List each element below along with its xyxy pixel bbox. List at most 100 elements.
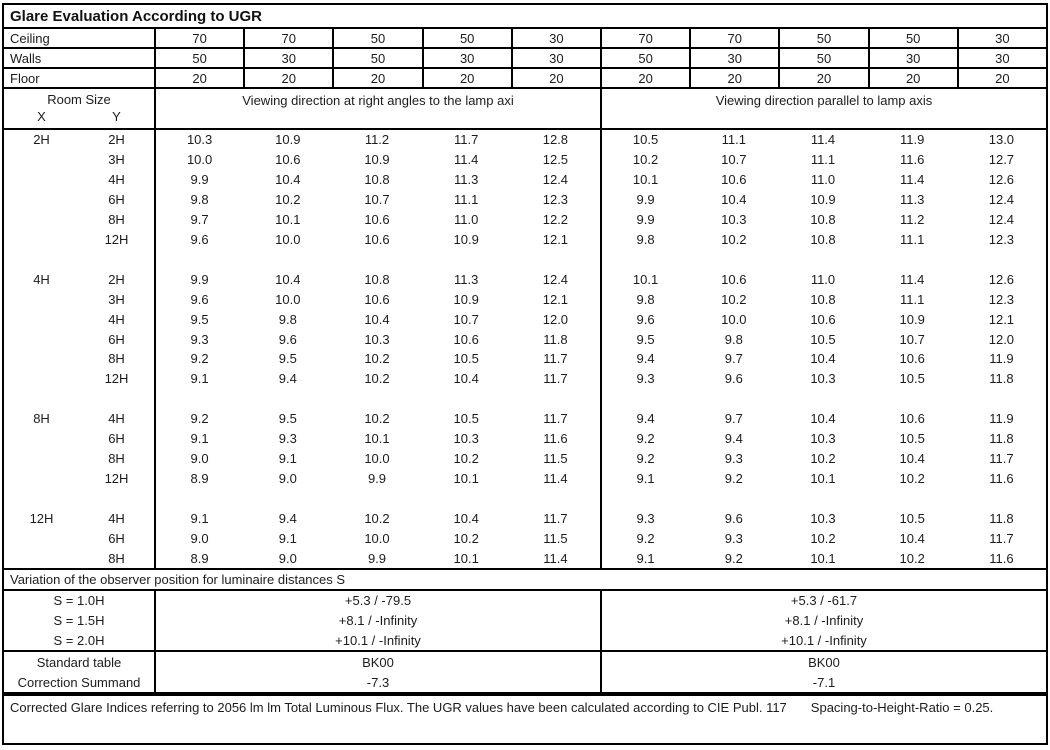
ugr-value: 10.4 <box>721 192 747 208</box>
ugr-value: 9.7 <box>724 411 743 427</box>
reflectance-value: 30 <box>956 49 1046 67</box>
ugr-value: 9.8 <box>724 331 743 347</box>
ugr-value: 10.2 <box>364 351 390 367</box>
ugr-value: 12.7 <box>988 152 1015 168</box>
ugr-value: 9.3 <box>724 530 743 546</box>
room-size-y: 2H <box>108 271 125 287</box>
ugr-values-section: 2H 2H 10.3 10.9 11.2 11.7 12.8 10.5 11.1 11.4 11.9… <box>4 130 1046 570</box>
ugr-value: 9.3 <box>278 431 297 447</box>
room-size-y: 8H <box>108 450 125 466</box>
ugr-value: 9.2 <box>154 408 243 429</box>
ugr-value: 11.7 <box>543 510 568 526</box>
x-axis-label: X <box>37 109 46 124</box>
ugr-value: 11.5 <box>543 450 568 466</box>
ugr-value: 9.1 <box>278 530 297 546</box>
room-size-x: 8H <box>33 411 50 427</box>
spacer-cell <box>154 488 600 509</box>
ugr-value: 10.7 <box>721 152 747 168</box>
ugr-value: 10.2 <box>453 450 479 466</box>
viewing-direction-parallel-header: Viewing direction parallel to lamp axis <box>600 89 1046 128</box>
room-size-y: 3H <box>108 152 125 168</box>
ugr-table-row: 6H 9.1 9.3 10.1 10.3 11.6 9.2 9.4 10.3 10.5 11.8 <box>4 428 1046 449</box>
ugr-table-row: 4H 9.5 9.8 10.4 10.7 12.0 9.6 10.0 10.6 10.9 12.1 <box>4 309 1046 330</box>
ugr-table-row: 8H 9.7 10.1 10.6 11.0 12.2 9.9 10.3 10.8 11.2 12.4 <box>4 209 1046 230</box>
ugr-value: 11.6 <box>989 470 1014 486</box>
room-size-x <box>4 289 79 309</box>
ugr-value: 10.0 <box>364 530 390 546</box>
variation-section-title: Variation of the observer position for l… <box>4 570 1046 591</box>
reflectance-value: 20 <box>689 69 778 87</box>
ugr-table-row: 3H 10.0 10.6 10.9 11.4 12.5 10.2 10.7 11.1 11.6 12… <box>4 149 1046 170</box>
reflectance-row: Walls 50 30 50 30 30 50 30 50 30 30 <box>4 49 1046 69</box>
ugr-value: 10.5 <box>453 411 479 427</box>
ugr-value: 11.1 <box>900 231 925 247</box>
ugr-value: 10.1 <box>810 550 836 566</box>
room-size-x: 12H <box>29 510 54 526</box>
ugr-value: 10.9 <box>453 231 479 247</box>
reflectance-row: Ceiling 70 70 50 50 30 70 70 50 50 30 <box>4 29 1046 49</box>
ugr-value: 11.4 <box>900 172 925 188</box>
ugr-value: 10.5 <box>810 331 836 347</box>
room-size-y: 8H <box>108 550 125 566</box>
ugr-value: 11.8 <box>543 331 568 347</box>
ugr-value: 10.2 <box>721 231 747 247</box>
observer-variation-section: S = 1.0H +5.3 / -79.5 +5.3 / -61.7 S = 1.5H… <box>4 591 1046 652</box>
reflectance-value: 20 <box>332 69 421 87</box>
ugr-table-row: 8H 4H 9.2 9.5 10.2 10.5 11.7 9.4 9.7 10.4 10.6 11.9 <box>4 408 1046 429</box>
ugr-value: 10.1 <box>364 431 390 447</box>
ugr-value: 12.4 <box>988 212 1015 228</box>
ugr-value: 9.5 <box>278 411 297 427</box>
ugr-table-row: 12H 8.9 9.0 9.9 10.1 11.4 9.1 9.2 10.1 10.2 11.6 <box>4 468 1046 489</box>
ugr-value: 12.5 <box>542 152 569 168</box>
ugr-value: 10.9 <box>275 132 301 148</box>
ugr-value: 10.2 <box>364 371 390 387</box>
ugr-value: 9.1 <box>278 450 297 466</box>
ugr-value: 10.6 <box>453 331 479 347</box>
ugr-value: 9.1 <box>154 508 243 529</box>
ugr-table-row: 12H 9.6 10.0 10.6 10.9 12.1 9.8 10.2 10.8 11.1 12.… <box>4 229 1046 250</box>
room-size-x <box>4 210 79 230</box>
room-size-x <box>4 190 79 210</box>
ugr-table-row: 8H 9.2 9.5 10.2 10.5 11.7 9.4 9.7 10.4 10.6 11.9 <box>4 348 1046 369</box>
ugr-value: 11.4 <box>543 550 568 566</box>
ugr-value: 9.7 <box>154 209 243 230</box>
reflectance-value: 50 <box>778 49 867 67</box>
distance-label: S = 1.5H <box>53 612 105 628</box>
ugr-value: 11.4 <box>810 132 836 148</box>
room-size-y: 8H <box>108 212 125 228</box>
ugr-value: 10.3 <box>364 331 390 347</box>
ugr-table-row: 8H 9.0 9.1 10.0 10.2 11.5 9.2 9.3 10.2 10.4 11.7 <box>4 448 1046 469</box>
ugr-value: 10.3 <box>810 371 836 387</box>
ugr-value: 10.8 <box>364 172 390 188</box>
room-size-y: 4H <box>108 311 125 327</box>
ugr-value: 10.4 <box>899 530 925 546</box>
ugr-value: 11.3 <box>454 172 479 188</box>
ugr-value: 10.0 <box>275 231 301 247</box>
ugr-value: 11.8 <box>989 431 1014 447</box>
footer-text-ratio: Spacing-to-Height-Ratio = 0.25. <box>810 700 994 715</box>
reflectance-value: 30 <box>510 49 600 67</box>
ugr-value: 10.6 <box>364 291 390 307</box>
ugr-value: 9.2 <box>599 448 689 469</box>
reflectance-value: 70 <box>154 29 243 47</box>
ugr-value: 11.9 <box>900 132 925 148</box>
room-size-header: Room Size X Y <box>4 89 154 128</box>
ugr-value: 9.1 <box>599 468 689 489</box>
reflectance-row-label: Ceiling <box>10 30 50 46</box>
column-header-row: Room Size X Y Viewing direction at right… <box>4 89 1046 130</box>
variation-value-parallel: +5.3 / -61.7 <box>600 591 1046 611</box>
ugr-value: 10.3 <box>721 212 747 228</box>
ugr-value: 12.8 <box>542 132 569 148</box>
ugr-value: 9.4 <box>278 510 297 526</box>
spacer-cell <box>154 249 600 270</box>
observer-variation-row: S = 2.0H +10.1 / -Infinity +10.1 / -Infini… <box>4 630 1046 650</box>
ugr-table-row: 12H 4H 9.1 9.4 10.2 10.4 11.7 9.3 9.6 10.3 10.5 11.… <box>4 508 1046 529</box>
ugr-value: 11.7 <box>454 132 479 148</box>
ugr-value: 10.2 <box>810 450 836 466</box>
ugr-value: 9.6 <box>724 510 743 526</box>
ugr-value: 12.6 <box>988 271 1015 287</box>
ugr-value: 9.9 <box>154 269 243 290</box>
ugr-value: 10.6 <box>899 411 925 427</box>
reflectance-value: 30 <box>243 49 332 67</box>
ugr-value: 10.6 <box>364 212 390 228</box>
